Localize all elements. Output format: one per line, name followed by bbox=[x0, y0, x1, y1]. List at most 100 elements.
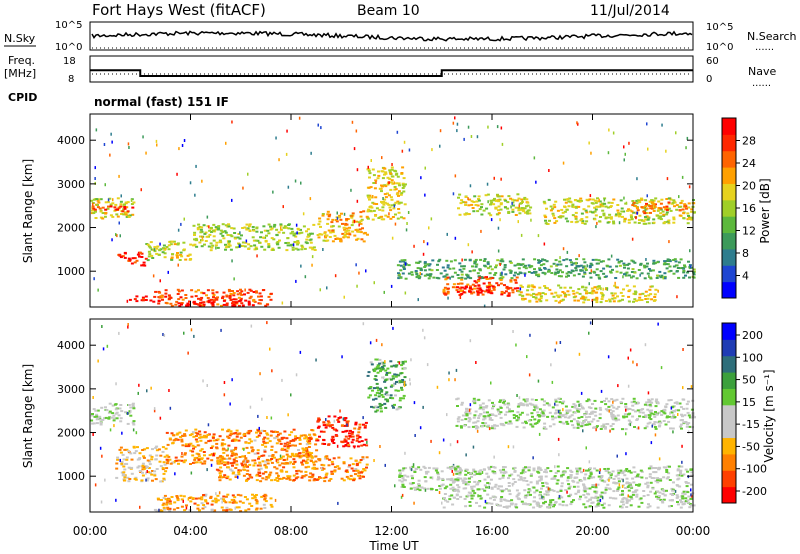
data-cell bbox=[254, 494, 258, 496]
data-cell bbox=[200, 239, 204, 242]
data-cell bbox=[283, 445, 287, 448]
data-cell bbox=[515, 506, 519, 509]
data-cell bbox=[290, 452, 294, 455]
data-cell bbox=[294, 247, 298, 250]
data-cell bbox=[400, 480, 404, 483]
data-cell bbox=[128, 478, 132, 480]
data-cell bbox=[499, 208, 503, 211]
noise-cell bbox=[644, 343, 647, 347]
data-cell bbox=[513, 199, 517, 202]
data-cell bbox=[246, 227, 250, 230]
noise-cell bbox=[623, 158, 625, 162]
data-cell bbox=[427, 264, 431, 267]
data-cell bbox=[596, 499, 600, 502]
data-cell bbox=[675, 264, 679, 267]
noise-cell bbox=[675, 131, 677, 135]
data-cell bbox=[644, 290, 648, 293]
noise-cell bbox=[431, 148, 433, 152]
noise-cell bbox=[660, 366, 663, 370]
data-cell bbox=[371, 218, 375, 221]
data-cell bbox=[534, 399, 538, 401]
data-cell bbox=[511, 210, 515, 213]
data-cell bbox=[115, 417, 119, 420]
data-cell bbox=[167, 297, 171, 300]
data-cell bbox=[125, 448, 129, 451]
data-cell bbox=[142, 299, 145, 302]
data-cell bbox=[238, 292, 242, 295]
data-cell bbox=[577, 273, 581, 276]
data-cell bbox=[681, 495, 685, 498]
noise-cell bbox=[109, 153, 111, 157]
data-cell bbox=[289, 461, 293, 464]
data-cell bbox=[478, 269, 482, 272]
data-cell bbox=[400, 259, 404, 262]
data-cell bbox=[467, 420, 471, 423]
data-cell bbox=[122, 471, 126, 474]
data-cell bbox=[228, 290, 232, 293]
data-cell bbox=[621, 215, 624, 218]
data-cell bbox=[331, 426, 335, 429]
data-cell bbox=[227, 437, 231, 439]
data-cell bbox=[686, 411, 690, 414]
data-cell bbox=[514, 271, 517, 274]
data-cell bbox=[238, 237, 242, 240]
noise-cell bbox=[317, 123, 319, 127]
data-cell bbox=[97, 198, 101, 201]
data-cell bbox=[253, 459, 257, 462]
data-cell bbox=[377, 217, 381, 219]
noise-cell bbox=[118, 174, 120, 178]
data-cell bbox=[548, 219, 551, 222]
data-cell bbox=[546, 467, 550, 470]
data-cell bbox=[676, 267, 680, 269]
data-cell bbox=[546, 223, 550, 225]
data-cell bbox=[516, 405, 520, 408]
data-cell bbox=[301, 463, 305, 466]
data-cell bbox=[193, 457, 197, 460]
data-cell bbox=[515, 419, 519, 422]
noise-cell bbox=[178, 147, 180, 151]
data-cell bbox=[327, 443, 331, 446]
data-cell bbox=[302, 225, 306, 228]
data-cell bbox=[427, 277, 431, 280]
data-cell bbox=[318, 217, 322, 220]
data-cell bbox=[331, 240, 335, 243]
data-cell bbox=[320, 233, 324, 236]
data-cell bbox=[168, 498, 171, 501]
data-cell bbox=[193, 238, 196, 241]
data-cell bbox=[556, 479, 560, 482]
data-cell bbox=[237, 471, 241, 474]
data-cell bbox=[545, 207, 548, 210]
data-cell bbox=[382, 200, 386, 203]
data-cell bbox=[237, 233, 241, 235]
data-cell bbox=[286, 244, 290, 247]
data-cell bbox=[263, 430, 267, 432]
data-cell bbox=[475, 200, 479, 203]
data-cell bbox=[468, 290, 471, 293]
data-cell bbox=[581, 275, 585, 278]
data-cell bbox=[601, 260, 605, 263]
data-cell bbox=[394, 389, 398, 392]
data-cell bbox=[585, 292, 588, 295]
data-cell bbox=[394, 375, 398, 378]
data-cell bbox=[567, 200, 571, 203]
data-cell bbox=[383, 402, 387, 405]
data-cell bbox=[120, 213, 123, 215]
data-cell bbox=[508, 420, 512, 423]
data-cell bbox=[604, 275, 608, 278]
noise-cell bbox=[375, 181, 377, 184]
data-cell bbox=[473, 473, 477, 476]
data-cell bbox=[151, 470, 154, 472]
data-cell bbox=[662, 221, 666, 224]
data-cell bbox=[423, 269, 427, 272]
data-cell bbox=[169, 296, 173, 299]
data-cell bbox=[145, 447, 149, 450]
noise-cell bbox=[97, 288, 99, 292]
data-cell bbox=[402, 177, 406, 180]
data-cell bbox=[273, 223, 277, 226]
noise-cell bbox=[187, 497, 190, 501]
data-cell bbox=[359, 231, 363, 234]
data-cell bbox=[247, 303, 251, 306]
data-cell bbox=[388, 177, 392, 180]
data-cell bbox=[469, 492, 473, 495]
